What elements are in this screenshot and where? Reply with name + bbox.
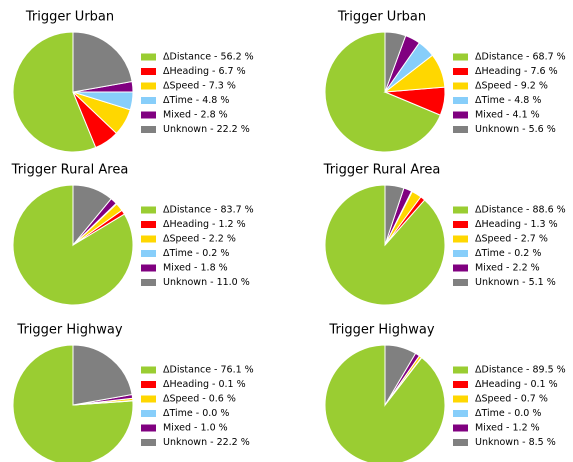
legend-label: ΔTime - 0.0 % bbox=[475, 408, 541, 419]
pie-slice bbox=[72, 31, 133, 93]
legend-label: Mixed - 1.0 % bbox=[163, 423, 228, 434]
legend-label: ΔDistance - 88.6 % bbox=[475, 205, 566, 216]
legend-label: ΔTime - 0.2 % bbox=[163, 248, 229, 259]
legend-swatch bbox=[453, 279, 468, 286]
legend-label: Mixed - 1.8 % bbox=[163, 263, 228, 274]
legend-swatch bbox=[141, 82, 156, 90]
legend-label: ΔDistance - 68.7 % bbox=[475, 52, 566, 63]
legend-swatch bbox=[141, 395, 156, 403]
legend-label: ΔSpeed - 9.2 % bbox=[475, 81, 548, 92]
pie-slice bbox=[12, 184, 134, 306]
legend-swatch bbox=[141, 221, 156, 228]
legend-swatch bbox=[141, 366, 156, 374]
legend-swatch bbox=[141, 97, 156, 104]
legend-label: ΔSpeed - 7.3 % bbox=[163, 81, 236, 92]
legend-swatch bbox=[453, 410, 468, 417]
pie-slice bbox=[384, 344, 417, 407]
legend-label: ΔDistance - 83.7 % bbox=[163, 205, 254, 216]
legend-swatch bbox=[453, 235, 468, 243]
legend-swatch bbox=[141, 111, 156, 119]
legend-label: Unknown - 5.1 % bbox=[475, 277, 556, 288]
legend-label: ΔSpeed - 0.7 % bbox=[475, 394, 548, 405]
legend-swatch bbox=[141, 264, 156, 272]
legend-swatch bbox=[453, 97, 468, 104]
pie-slice bbox=[384, 31, 407, 93]
legend-label: ΔDistance - 89.5 % bbox=[475, 365, 566, 376]
chart-title: Trigger Rural Area bbox=[323, 163, 441, 178]
legend-label: ΔHeading - 6.7 % bbox=[163, 66, 246, 77]
legend-label: ΔHeading - 0.1 % bbox=[163, 379, 246, 390]
legend-swatch bbox=[453, 53, 468, 61]
legend-label: Mixed - 2.8 % bbox=[163, 110, 228, 121]
legend-swatch bbox=[453, 264, 468, 272]
legend-label: ΔTime - 4.8 % bbox=[163, 95, 229, 106]
legend-label: Mixed - 1.2 % bbox=[475, 423, 540, 434]
pie-slice bbox=[72, 184, 112, 247]
chart-title: Trigger Urban bbox=[25, 10, 114, 25]
legend-swatch bbox=[453, 206, 468, 214]
pie-slice bbox=[324, 184, 446, 306]
legend-label: ΔTime - 0.2 % bbox=[475, 248, 541, 259]
legend-label: ΔDistance - 56.2 % bbox=[163, 52, 254, 63]
pie-slice bbox=[324, 31, 442, 153]
legend-label: Unknown - 22.2 % bbox=[163, 124, 250, 135]
chart-title: Trigger Highway bbox=[328, 323, 434, 338]
legend-swatch bbox=[141, 410, 156, 417]
legend-swatch bbox=[453, 126, 468, 133]
legend-swatch bbox=[141, 126, 156, 133]
legend-swatch bbox=[453, 111, 468, 119]
legend-swatch bbox=[141, 439, 156, 446]
legend-label: ΔSpeed - 2.7 % bbox=[475, 234, 548, 245]
legend-label: ΔHeading - 0.1 % bbox=[475, 379, 558, 390]
legend-swatch bbox=[141, 279, 156, 286]
legend-label: ΔHeading - 1.2 % bbox=[163, 219, 246, 230]
legend-swatch bbox=[453, 381, 468, 388]
legend-label: ΔSpeed - 0.6 % bbox=[163, 394, 236, 405]
legend-label: ΔTime - 4.8 % bbox=[475, 95, 541, 106]
legend-label: ΔSpeed - 2.2 % bbox=[163, 234, 236, 245]
legend-label: Unknown - 22.2 % bbox=[163, 437, 250, 448]
legend-swatch bbox=[453, 82, 468, 90]
legend-swatch bbox=[453, 250, 468, 257]
legend-label: Unknown - 8.5 % bbox=[475, 437, 556, 448]
legend-swatch bbox=[453, 395, 468, 403]
legend-swatch bbox=[453, 424, 468, 432]
legend-swatch bbox=[453, 68, 468, 75]
legend-label: ΔHeading - 7.6 % bbox=[475, 66, 558, 77]
legend-label: Unknown - 11.0 % bbox=[163, 277, 250, 288]
legend-label: Mixed - 2.2 % bbox=[475, 263, 540, 274]
pie-slice bbox=[12, 31, 97, 153]
pie-slice bbox=[72, 344, 133, 406]
legend-swatch bbox=[141, 206, 156, 214]
legend-swatch bbox=[141, 250, 156, 257]
legend-swatch bbox=[453, 221, 468, 228]
legend-label: ΔDistance - 76.1 % bbox=[163, 365, 254, 376]
legend-label: Mixed - 4.1 % bbox=[475, 110, 540, 121]
chart-title: Trigger Highway bbox=[16, 323, 122, 338]
legend-swatch bbox=[453, 439, 468, 446]
legend-label: Unknown - 5.6 % bbox=[475, 124, 556, 135]
legend-label: ΔTime - 0.0 % bbox=[163, 408, 229, 419]
chart-title: Trigger Urban bbox=[337, 10, 426, 25]
legend-swatch bbox=[141, 235, 156, 243]
legend-swatch bbox=[141, 53, 156, 61]
legend-swatch bbox=[141, 381, 156, 388]
legend-swatch bbox=[453, 366, 468, 374]
chart-title: Trigger Rural Area bbox=[11, 163, 129, 178]
pie-slice bbox=[384, 184, 405, 246]
legend-swatch bbox=[141, 68, 156, 75]
legend-swatch bbox=[141, 424, 156, 432]
legend-label: ΔHeading - 1.3 % bbox=[475, 219, 558, 230]
